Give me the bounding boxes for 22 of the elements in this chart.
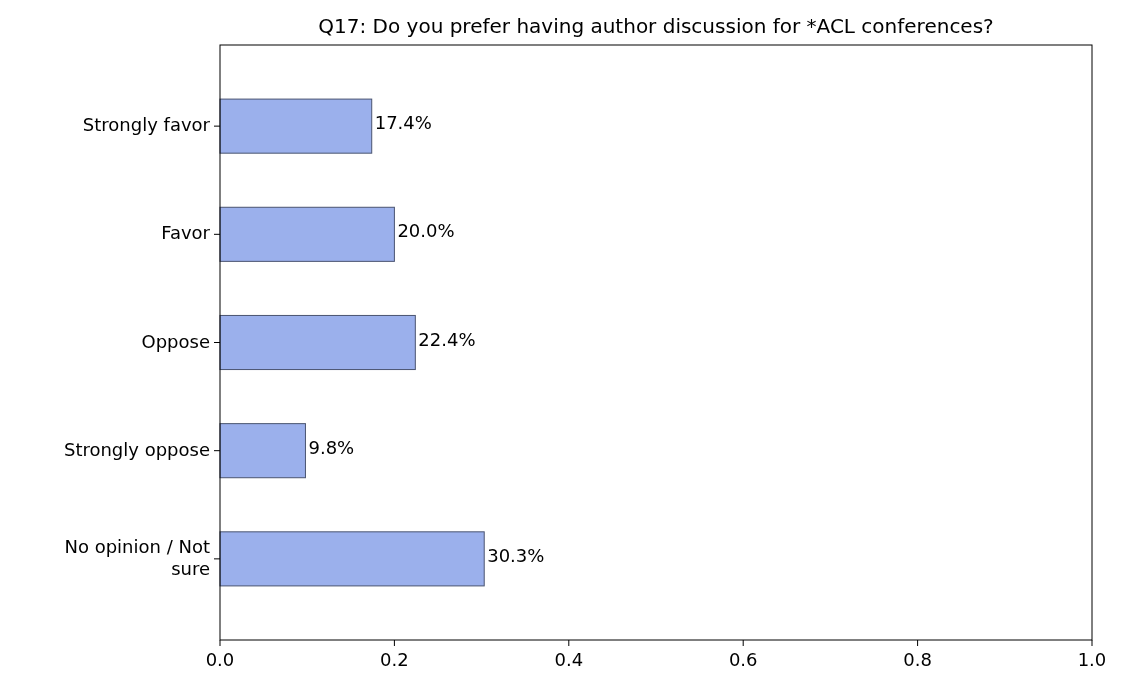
bar: [219, 98, 373, 154]
data-label: 20.0%: [397, 220, 455, 242]
data-label: 17.4%: [374, 112, 432, 134]
y-tick-label: Strongly favor: [82, 114, 211, 136]
y-tick-label: No opinion / Not sure: [64, 535, 210, 579]
x-tick-label: 0.4: [554, 649, 584, 670]
y-tick-label: Oppose: [141, 330, 210, 352]
data-label: 30.3%: [487, 544, 545, 566]
bar: [219, 531, 485, 587]
y-tick-label: Strongly oppose: [63, 438, 210, 460]
x-tick-label: 0.0: [205, 649, 235, 670]
data-label: 22.4%: [418, 328, 476, 350]
x-tick-label: 1.0: [1077, 649, 1107, 670]
data-label: 9.8%: [308, 436, 355, 458]
x-tick-label: 0.2: [380, 649, 409, 670]
bar: [219, 314, 416, 371]
x-tick-label: 0.8: [903, 649, 932, 670]
bar: [219, 423, 306, 479]
y-tick-label: Favor: [161, 222, 211, 244]
x-tick-label: 0.6: [728, 649, 758, 670]
chart-title: Q17: Do you prefer having author discussion for *ACL conferences?: [318, 14, 994, 38]
bar: [219, 206, 395, 262]
